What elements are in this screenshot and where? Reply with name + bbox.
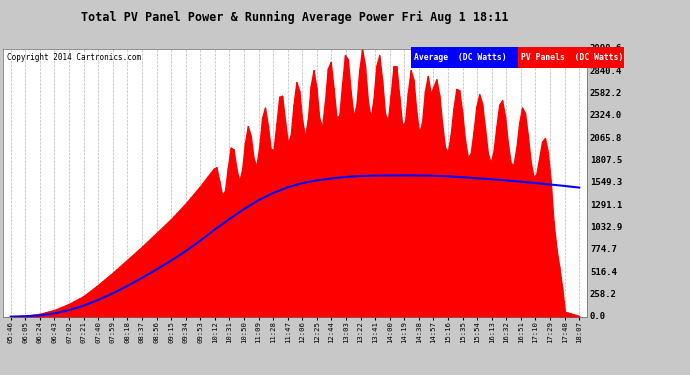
Text: 2840.4: 2840.4 [590, 67, 622, 76]
Text: 0.0: 0.0 [590, 312, 606, 321]
Text: 2582.2: 2582.2 [590, 89, 622, 98]
Text: 1032.9: 1032.9 [590, 223, 622, 232]
Text: 1807.5: 1807.5 [590, 156, 622, 165]
Text: 2065.8: 2065.8 [590, 134, 622, 142]
Text: 516.4: 516.4 [590, 268, 617, 277]
Text: 774.7: 774.7 [590, 245, 617, 254]
Text: 2324.0: 2324.0 [590, 111, 622, 120]
Text: 1291.1: 1291.1 [590, 201, 622, 210]
Text: Average  (DC Watts): Average (DC Watts) [414, 53, 506, 62]
Text: 258.2: 258.2 [590, 290, 617, 299]
Text: 3098.6: 3098.6 [590, 44, 622, 53]
Text: 1549.3: 1549.3 [590, 178, 622, 188]
Text: PV Panels  (DC Watts): PV Panels (DC Watts) [521, 53, 623, 62]
Text: Copyright 2014 Cartronics.com: Copyright 2014 Cartronics.com [7, 53, 141, 62]
Text: Total PV Panel Power & Running Average Power Fri Aug 1 18:11: Total PV Panel Power & Running Average P… [81, 11, 509, 24]
